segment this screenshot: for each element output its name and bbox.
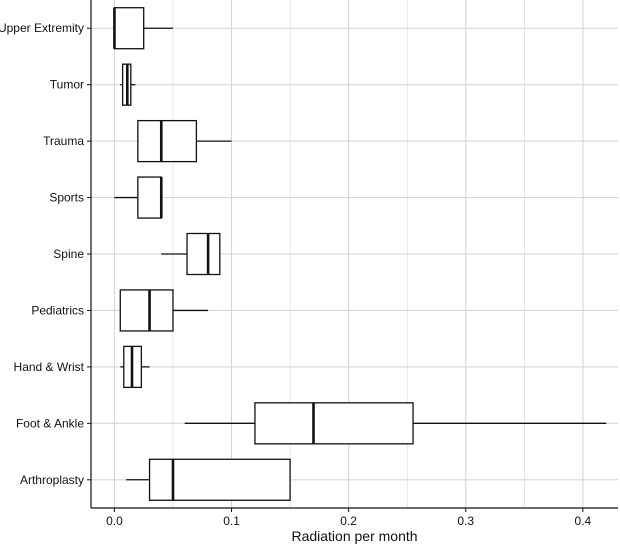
box-iqr [148, 458, 291, 501]
box-layer [113, 7, 607, 501]
box-spine [161, 232, 221, 276]
x-tick-label: 0.0 [106, 514, 123, 528]
box-tumor [120, 63, 136, 106]
box-iqr [113, 7, 145, 50]
box-trauma [137, 119, 232, 163]
y-tick-label: Sports [49, 191, 84, 205]
box-foot-ankle [184, 402, 607, 445]
box-hand-wrist [120, 345, 150, 389]
box-arthroplasty [126, 458, 291, 501]
box-pediatrics [119, 289, 209, 332]
y-tick-label: Pediatrics [31, 303, 84, 317]
box-sports [114, 176, 163, 219]
y-tick-label: Arthroplasty [20, 473, 84, 487]
y-tick-label: Tumor [50, 78, 84, 92]
box-iqr [137, 119, 198, 163]
y-tick-label: Trauma [43, 134, 84, 148]
y-tick-label: Upper Extremity [0, 21, 84, 35]
x-tick-label: 0.2 [340, 514, 357, 528]
x-tick-label: 0.1 [223, 514, 240, 528]
x-axis-title: Radiation per month [291, 528, 417, 544]
y-tick-label: Spine [53, 247, 84, 261]
y-tick-label: Foot & Ankle [16, 416, 84, 430]
axis-layer: 0.0 0.1 0.2 0.3 0.4 Upper Extremity Tumor Traum… [0, 0, 618, 528]
box-iqr [119, 289, 174, 332]
box-iqr [254, 402, 414, 445]
y-tick-label: Hand & Wrist [14, 360, 85, 374]
box-iqr [137, 176, 162, 219]
x-tick-label: 0.4 [575, 514, 592, 528]
x-tick-label: 0.3 [457, 514, 474, 528]
box-iqr [186, 232, 221, 276]
box-upper-extremity [113, 7, 173, 50]
